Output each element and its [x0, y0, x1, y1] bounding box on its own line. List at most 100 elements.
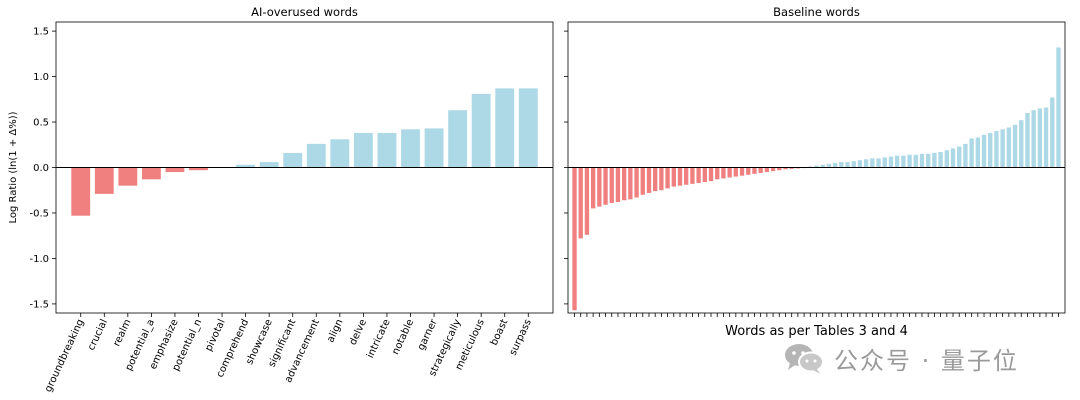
- y-tick-label: 0.5: [33, 118, 49, 129]
- bar: [653, 167, 658, 192]
- bar: [950, 148, 956, 168]
- bar: [615, 167, 621, 203]
- bar: [584, 167, 590, 235]
- bar: [1056, 47, 1061, 168]
- x-tick-label: intricate: [365, 318, 393, 360]
- bar: [870, 158, 875, 168]
- x-tick-label: boast: [489, 318, 511, 348]
- bar: [758, 167, 763, 173]
- bar: [597, 167, 602, 207]
- bar: [628, 167, 633, 200]
- bar: [1025, 112, 1030, 168]
- bar: [814, 165, 819, 168]
- bar: [888, 156, 894, 168]
- bar: [863, 159, 869, 168]
- bar: [845, 162, 850, 168]
- bar: [165, 167, 185, 173]
- bar: [71, 167, 91, 216]
- bar: [876, 158, 881, 168]
- bar: [727, 167, 732, 178]
- bar: [981, 134, 987, 168]
- bar: [733, 167, 739, 177]
- bar: [963, 143, 968, 168]
- bar: [957, 146, 962, 168]
- watermark-text: 公众号 · 量子位: [834, 346, 1019, 375]
- bar: [702, 167, 707, 183]
- bar: [988, 132, 993, 168]
- bar: [746, 167, 751, 175]
- x-tick-label: realm: [111, 318, 133, 349]
- bar: [696, 167, 701, 183]
- bar: [721, 167, 726, 179]
- bar: [259, 162, 279, 168]
- bar: [1012, 124, 1018, 168]
- bar: [671, 167, 676, 187]
- chart-panel-ai-overused: AI-overused words -1.5 -1.0 -0.5 0.0 0.5 1.0 1.…: [8, 5, 554, 394]
- bar: [752, 167, 757, 174]
- watermark: 公众号 · 量子位: [782, 336, 1072, 380]
- bar: [1019, 120, 1024, 168]
- x-tick-label: crucial: [86, 318, 110, 353]
- bar: [659, 167, 664, 191]
- bar: [789, 167, 794, 169]
- bar: [189, 167, 208, 171]
- y-axis-label: Log Ratio (ln(1 + Δ%)): [8, 111, 19, 223]
- bar: [783, 167, 788, 170]
- bar: [839, 162, 844, 168]
- bar: [590, 167, 596, 209]
- bar: [665, 167, 670, 189]
- bar: [777, 167, 782, 171]
- y-tick-label: -0.5: [29, 208, 49, 219]
- bar: [1037, 108, 1043, 168]
- bar: [715, 167, 720, 180]
- bar: [646, 167, 652, 193]
- bar: [739, 167, 745, 176]
- bar: [518, 88, 538, 168]
- bar: [1043, 107, 1049, 168]
- bar: [795, 167, 801, 169]
- bar: [609, 167, 614, 203]
- x-tick-label: align: [325, 318, 345, 345]
- bar: [353, 132, 373, 168]
- chart-panel-baseline: Baseline words Words as per Tables 3 and …: [564, 5, 1066, 339]
- bar: [994, 131, 999, 168]
- bar: [907, 154, 912, 168]
- bar: [975, 137, 980, 168]
- bar: [448, 110, 468, 168]
- y-tick-label: -1.0: [29, 254, 49, 265]
- bar: [919, 153, 925, 168]
- y-tick-label: -1.5: [29, 299, 49, 310]
- bar: [330, 139, 350, 168]
- bar: [621, 167, 627, 201]
- bar: [283, 152, 303, 168]
- wechat-icon: [785, 344, 824, 374]
- bar: [306, 143, 326, 168]
- x-tick-label: groundbreaking: [43, 318, 86, 394]
- bar: [471, 93, 491, 168]
- bar: [94, 167, 114, 194]
- bar: [882, 157, 887, 168]
- bar: [141, 167, 161, 180]
- bar: [944, 150, 949, 168]
- bar: [764, 167, 770, 173]
- bar: [894, 155, 900, 168]
- y-tick-label: 1.0: [33, 72, 49, 83]
- chart-title: AI-overused words: [251, 5, 358, 19]
- y-tick-label: 1.5: [33, 27, 49, 38]
- bar: [820, 164, 825, 168]
- bar: [572, 167, 577, 311]
- bar: [1050, 97, 1055, 168]
- bar: [913, 154, 918, 168]
- bar: [708, 167, 714, 182]
- bar: [1006, 127, 1012, 168]
- x-tick-label: surpass: [508, 318, 534, 358]
- bar: [640, 167, 645, 195]
- bar: [424, 128, 444, 168]
- y-tick-label: 0.0: [33, 163, 49, 174]
- bar: [118, 167, 138, 186]
- bar: [938, 152, 943, 168]
- bar: [236, 164, 256, 168]
- x-tick-label: garner: [416, 317, 440, 352]
- bar: [684, 167, 689, 185]
